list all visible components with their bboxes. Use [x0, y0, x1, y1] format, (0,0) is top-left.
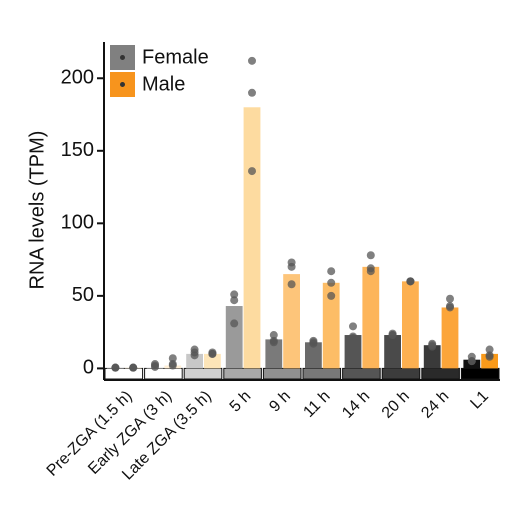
stage-box: [421, 367, 460, 380]
bar: [204, 353, 221, 369]
stage-box: [104, 367, 144, 380]
bar: [362, 266, 380, 369]
bar: [243, 107, 261, 369]
replicate-dot: [269, 336, 278, 345]
x-tick-label: L1: [467, 388, 492, 413]
replicate-dot: [485, 352, 494, 361]
replicate-dot: [151, 362, 159, 371]
bar: [344, 335, 362, 369]
bar: [441, 307, 459, 369]
y-tick-label: 150: [61, 139, 94, 161]
bar: [186, 353, 203, 369]
replicate-dot: [248, 167, 256, 176]
stage-box: [381, 367, 421, 380]
replicate-dot: [446, 303, 454, 312]
x-tick-label: 24 h: [418, 388, 452, 422]
bar: [423, 345, 441, 369]
bar: [481, 353, 498, 369]
bar: [283, 274, 300, 369]
bar: [402, 281, 419, 369]
replicate-dot: [327, 267, 336, 276]
bar: [305, 342, 322, 369]
replicate-dot: [168, 361, 177, 370]
replicate-dot: [111, 363, 120, 372]
replicate-dot: [168, 354, 177, 363]
x-tick-label: 9 h: [266, 388, 294, 416]
x-tick-label: 14 h: [339, 388, 373, 422]
replicate-dot: [248, 56, 256, 65]
stage-box: [183, 367, 223, 380]
legend-label: Male: [142, 73, 185, 95]
replicate-dot: [406, 277, 415, 286]
replicate-dot: [327, 291, 336, 300]
replicate-dot: [309, 336, 318, 345]
replicate-dot: [230, 290, 239, 299]
bar: [225, 306, 243, 369]
replicate-dot: [287, 262, 296, 271]
replicate-dot: [467, 357, 476, 366]
replicate-dot: [327, 278, 336, 287]
replicate-dot: [388, 331, 397, 340]
stage-box: [342, 367, 381, 380]
replicate-dot: [269, 331, 278, 340]
replicate-dot: [230, 296, 239, 305]
replicate-dot: [129, 363, 138, 372]
stage-box: [302, 367, 342, 380]
x-tick-label: 11 h: [300, 388, 333, 421]
stage-box: [223, 367, 262, 380]
stage-box: [262, 367, 302, 380]
replicate-dot: [366, 251, 375, 260]
replicate-dot: [366, 267, 375, 276]
replicate-dot: [248, 88, 256, 97]
legend-label: Female: [142, 46, 209, 68]
legend-dot: [120, 55, 125, 60]
stage-box: [460, 367, 500, 380]
replicate-dot: [349, 322, 357, 331]
y-tick-label: 200: [61, 67, 94, 89]
legend-dot: [120, 82, 125, 87]
replicate-dot: [428, 341, 437, 350]
replicate-dot: [349, 333, 357, 342]
replicate-dot: [208, 349, 217, 358]
y-tick-label: 50: [72, 284, 94, 306]
stage-box: [144, 367, 183, 380]
y-tick-label: 0: [83, 357, 94, 379]
replicate-dot: [446, 294, 454, 303]
y-axis-label: RNA levels (TPM): [26, 131, 48, 290]
x-tick-label: 20 h: [379, 388, 413, 422]
replicate-dot: [190, 351, 199, 360]
x-tick-label: 5 h: [227, 388, 255, 416]
bar: [265, 339, 283, 369]
replicate-dot: [485, 345, 494, 354]
bar: [384, 335, 401, 369]
y-tick-label: 100: [61, 212, 94, 234]
replicate-dot: [230, 319, 239, 328]
bar: [322, 282, 340, 369]
replicate-dot: [287, 280, 296, 289]
